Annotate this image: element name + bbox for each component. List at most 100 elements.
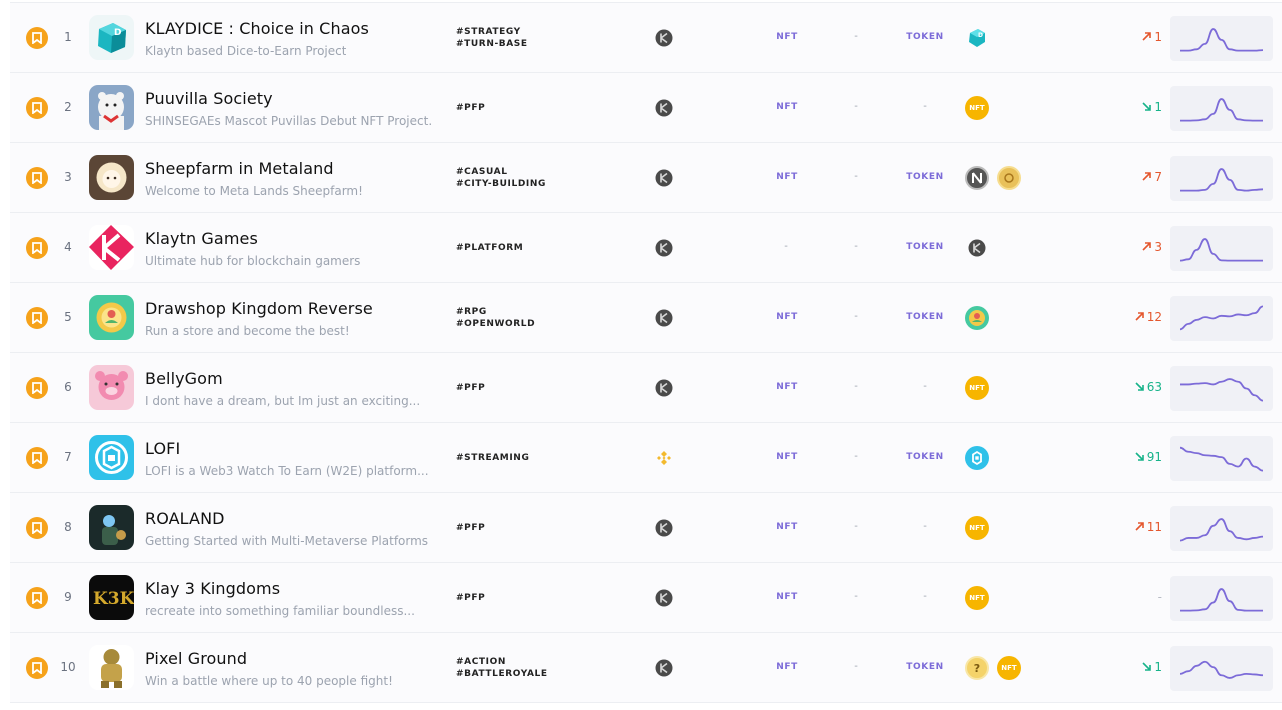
market-value: -: [854, 31, 858, 42]
genre-tag[interactable]: #STRATEGY: [456, 27, 521, 37]
trend-sparkline: [1170, 436, 1273, 481]
game-thumbnail[interactable]: D: [89, 15, 134, 60]
token-label: TOKEN: [906, 172, 944, 182]
genre-tag[interactable]: #STREAMING: [456, 453, 530, 463]
genre-tags: #PLATFORM: [456, 242, 523, 254]
bookmark-button[interactable]: [26, 447, 48, 469]
game-thumbnail[interactable]: [89, 225, 134, 270]
nft-coin-icon: NFT: [965, 376, 989, 400]
token-icons: D: [965, 26, 989, 50]
market-value: -: [854, 451, 858, 462]
genre-tag[interactable]: #PFP: [456, 383, 486, 393]
trend-sparkline: [1170, 86, 1273, 131]
bookmark-button[interactable]: [26, 307, 48, 329]
dice-token-icon: D: [965, 26, 989, 50]
trend-sparkline: [1170, 296, 1273, 341]
bookmark-button[interactable]: [26, 167, 48, 189]
genre-tag[interactable]: #BATTLEROYALE: [456, 669, 548, 679]
bnb-icon: [655, 449, 673, 467]
game-title[interactable]: KLAYDICE : Choice in Chaos: [145, 19, 369, 38]
game-title[interactable]: ROALAND: [145, 509, 225, 528]
game-description: Run a store and become the best!: [145, 324, 350, 338]
trend-sparkline: [1170, 16, 1273, 61]
genre-tags: #RPG #OPENWORLD: [456, 306, 535, 330]
nft-label: NFT: [776, 592, 798, 602]
game-thumbnail[interactable]: [89, 295, 134, 340]
genre-tag[interactable]: #CASUAL: [456, 167, 508, 177]
bookmark-button[interactable]: [26, 377, 48, 399]
genre-tag[interactable]: #CITY-BUILDING: [456, 179, 546, 189]
game-thumbnail[interactable]: [89, 155, 134, 200]
genre-tag[interactable]: #RPG: [456, 307, 487, 317]
game-title[interactable]: Puuvilla Society: [145, 89, 273, 108]
genre-tags: #PFP: [456, 382, 485, 394]
game-description: Win a battle where up to 40 people fight…: [145, 674, 393, 688]
trend-sparkline: [1170, 226, 1273, 271]
trend-sparkline: [1170, 156, 1273, 201]
genre-tag[interactable]: #PFP: [456, 593, 486, 603]
table-row[interactable]: 8 ROALAND Getting Started with Multi-Metav…: [10, 493, 1282, 563]
market-value: -: [854, 381, 858, 392]
nft-label: NFT: [776, 662, 798, 672]
rank-number: 10: [60, 660, 76, 674]
game-thumbnail[interactable]: K3K: [89, 575, 134, 620]
klaytn-icon: [655, 29, 673, 47]
bookmark-button[interactable]: [26, 237, 48, 259]
table-row[interactable]: 1 D KLAYDICE : Choice in Chaos Klaytn based…: [10, 3, 1282, 73]
rank-change-value: 91: [1146, 450, 1162, 464]
rank-change-value: 11: [1146, 520, 1162, 534]
game-thumbnail[interactable]: [89, 85, 134, 130]
klaytn-icon: [655, 239, 673, 257]
table-row[interactable]: 5 Drawshop Kingdom Reverse Run a store and…: [10, 283, 1282, 353]
bookmark-button[interactable]: [26, 657, 48, 679]
bookmark-button[interactable]: [26, 27, 48, 49]
genre-tag[interactable]: #ACTION: [456, 657, 506, 667]
table-row[interactable]: 3 Sheepfarm in Metaland Welcome to Meta La…: [10, 143, 1282, 213]
genre-tag[interactable]: #OPENWORLD: [456, 319, 536, 329]
klaytn-token-icon: [965, 236, 989, 260]
game-thumbnail[interactable]: [89, 505, 134, 550]
nft-label: NFT: [776, 32, 798, 42]
rank-change: 1: [1142, 660, 1162, 674]
game-thumbnail[interactable]: [89, 365, 134, 410]
token-icons: [965, 306, 989, 330]
genre-tag[interactable]: #PFP: [456, 103, 486, 113]
token-icons: NFT: [965, 586, 989, 610]
nft-label: NFT: [776, 102, 798, 112]
genre-tag[interactable]: #PLATFORM: [456, 243, 524, 253]
rank-change: 91: [1135, 450, 1162, 464]
game-title[interactable]: LOFI: [145, 439, 181, 458]
trend-sparkline: [1170, 506, 1273, 551]
game-description: LOFI is a Web3 Watch To Earn (W2E) platf…: [145, 464, 429, 478]
arrow-up-icon: [1142, 240, 1154, 254]
arrow-up-icon: [1142, 30, 1154, 44]
genre-tag[interactable]: #TURN-BASE: [456, 39, 528, 49]
game-title[interactable]: Pixel Ground: [145, 649, 248, 668]
rank-number: 7: [64, 450, 72, 464]
rank-number: 6: [64, 380, 72, 394]
game-thumbnail[interactable]: [89, 435, 134, 480]
game-title[interactable]: Klay 3 Kingdoms: [145, 579, 281, 598]
table-row[interactable]: 9 K3K Klay 3 Kingdoms recreate into somethi…: [10, 563, 1282, 633]
bookmark-button[interactable]: [26, 97, 48, 119]
lofi-token-icon: [965, 446, 989, 470]
table-row[interactable]: 2 Puuvilla Society SHINSEGAEs Mascot Puvil…: [10, 73, 1282, 143]
trend-sparkline: [1170, 576, 1273, 621]
bookmark-button[interactable]: [26, 517, 48, 539]
genre-tags: #STRATEGY #TURN-BASE: [456, 26, 528, 50]
table-row[interactable]: 10 Pixel Ground Win a battle where up to 4…: [10, 633, 1282, 703]
game-title[interactable]: Sheepfarm in Metaland: [145, 159, 334, 178]
game-thumbnail[interactable]: [89, 645, 134, 690]
table-row[interactable]: 6 BellyGom I dont have a dream, but Im jus…: [10, 353, 1282, 423]
rank-change: 12: [1135, 310, 1162, 324]
bookmark-button[interactable]: [26, 587, 48, 609]
token-label: TOKEN: [906, 32, 944, 42]
genre-tag[interactable]: #PFP: [456, 523, 486, 533]
rank-change: 11: [1135, 520, 1162, 534]
game-title[interactable]: Klaytn Games: [145, 229, 258, 248]
game-title[interactable]: BellyGom: [145, 369, 223, 388]
game-title[interactable]: Drawshop Kingdom Reverse: [145, 299, 373, 318]
table-row[interactable]: 7 LOFI LOFI is a Web3 Watch To Earn (W2E) …: [10, 423, 1282, 493]
table-row[interactable]: 4 Klaytn Games Ultimate hub for blockchain…: [10, 213, 1282, 283]
genre-tags: #PFP: [456, 522, 485, 534]
